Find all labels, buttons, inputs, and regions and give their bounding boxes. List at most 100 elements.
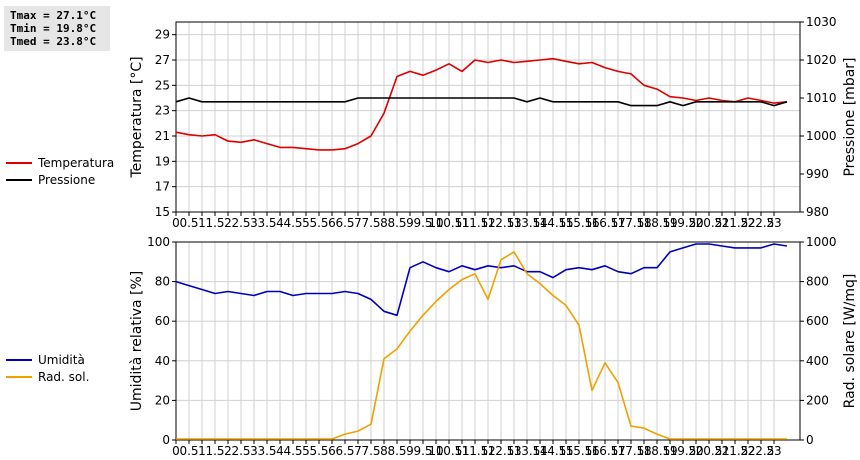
y-tick-label: 17 [155,180,170,194]
x-tick-label: 2.5 [231,216,250,230]
x-tick-label: 18.5 [644,444,671,458]
y2-axis-title: Pressione [mbar] [842,57,858,176]
y2-tick-label: 400 [806,354,829,368]
y-tick-label: 23 [155,104,170,118]
y-tick-label: 21 [155,129,170,143]
x-tick-label: 16.5 [592,216,619,230]
x-tick-label: 13 [506,216,521,230]
chart-bottom: 0 0.5 1 1.5 2 2.5 3 3.5 4 4.5 5 5.5 6 6.5 7 7.5 8 8.5 9 9.5… [129,235,858,458]
y2-tick-label: 600 [806,314,829,328]
x-tick-label: 8.5 [387,444,406,458]
y2-tick-label: 1020 [806,53,837,67]
plot-frame [175,21,801,213]
y-tick-label: 80 [155,275,170,289]
y2-tick-label: 980 [806,205,829,219]
y2-tick-label: 1000 [806,235,837,249]
x-tick-label: 21.5 [722,444,749,458]
x-tick-label: 7 [354,216,362,230]
x-tick-label: 4 [276,216,284,230]
x-tick-label: 14.5 [540,444,567,458]
y2-tick-label: 1000 [806,129,837,143]
x-tick-label: 20 [688,444,703,458]
x-tick-label: 10.5 [436,444,463,458]
x-tick-label: 5.5 [309,444,328,458]
x-tick-label: 11.5 [462,216,489,230]
y-tick-label: 60 [155,314,170,328]
x-tick-label: 18.5 [644,216,671,230]
x-tick-label: 22 [740,216,755,230]
x-tick-label: 14 [532,216,547,230]
x-tick-label: 7.5 [361,216,380,230]
x-tick-label: 22.5 [748,216,775,230]
x-tick-label: 17 [610,444,625,458]
y-axis-title: Umidità relativa [%] [129,271,145,412]
x-tick-label: 19.5 [670,444,697,458]
y2-tick-label: 1010 [806,91,837,105]
x-tick-label: 5 [302,216,310,230]
x-tick-label: 18 [636,444,651,458]
legend-swatch-radsol [6,375,32,378]
x-tick-label: 9.5 [413,444,432,458]
x-tick-label: 4.5 [283,216,302,230]
x-tick-label: 18 [636,216,651,230]
x-tick-label: 0.5 [179,216,198,230]
x-tick-label: 10.5 [436,216,463,230]
x-tick-label: 5 [302,444,310,458]
chart-top: 0 0.5 1 1.5 2 2.5 3 3.5 4 4.5 5 5.5 6 6.5 7 7.5 8 8.5 9 9.5… [129,15,858,230]
x-tick-label: 23 [766,216,781,230]
x-tick-label: 3.5 [257,216,276,230]
x-tick-label: 20.5 [696,444,723,458]
y-tick-label: 40 [155,354,170,368]
legend-item-umidita: Umidità [6,351,89,368]
x-tick-label: 11 [454,444,469,458]
x-tick-label: 12.5 [488,216,515,230]
x-tick-label: 4 [276,444,284,458]
y-tick-label: 25 [155,78,170,92]
plot-frame [175,241,801,441]
legend-label-radsol: Rad. sol. [38,369,90,384]
series-line-temperatura [175,57,788,151]
x-tick-label: 21.5 [722,216,749,230]
legend-swatch-umidita [6,358,32,361]
legend-swatch-pressione [6,178,32,181]
x-tick-label: 19.5 [670,216,697,230]
y-tick-label: 0 [162,433,170,447]
x-tick-label: 10 [428,216,443,230]
y2-tick-label: 990 [806,167,829,181]
y-tick-label: 27 [155,53,170,67]
legend-item-radsol: Rad. sol. [6,368,89,385]
x-tick-label: 22 [740,444,755,458]
x-tick-label: 5.5 [309,216,328,230]
series-line-pressione [175,97,788,107]
y2-axis-title: Rad. solare [W/mq] [842,274,858,409]
x-tick-label: 7.5 [361,444,380,458]
series-line-umidit [175,243,788,317]
tmin-text: Tmin = 19.8°C [10,22,97,35]
x-tick-label: 16 [584,444,599,458]
x-tick-label: 21 [714,216,729,230]
series-line-rad-sol [176,251,787,440]
x-tick-label: 21 [714,444,729,458]
x-tick-label: 0 [172,444,180,458]
x-tick-label: 8 [380,444,388,458]
x-tick-label: 0 [172,216,180,230]
legend-top: Temperatura Pressione [6,154,114,188]
x-tick-label: 0.5 [179,444,198,458]
x-tick-label: 6 [328,216,336,230]
x-tick-label: 14 [532,444,547,458]
y-tick-label: 15 [155,205,170,219]
x-tick-label: 14.5 [540,216,567,230]
x-tick-label: 8 [380,216,388,230]
tmed-text: Tmed = 23.8°C [10,35,97,48]
legend-item-pressione: Pressione [6,171,114,188]
x-tick-label: 17 [610,216,625,230]
x-tick-label: 15 [558,216,573,230]
legend-item-temperatura: Temperatura [6,154,114,171]
x-tick-label: 1.5 [205,216,224,230]
x-tick-label: 12.5 [488,444,515,458]
y2-tick-label: 200 [806,393,829,407]
x-tick-label: 16.5 [592,444,619,458]
x-tick-label: 3.5 [257,444,276,458]
x-tick-label: 8.5 [387,216,406,230]
y2-tick-label: 0 [806,433,814,447]
